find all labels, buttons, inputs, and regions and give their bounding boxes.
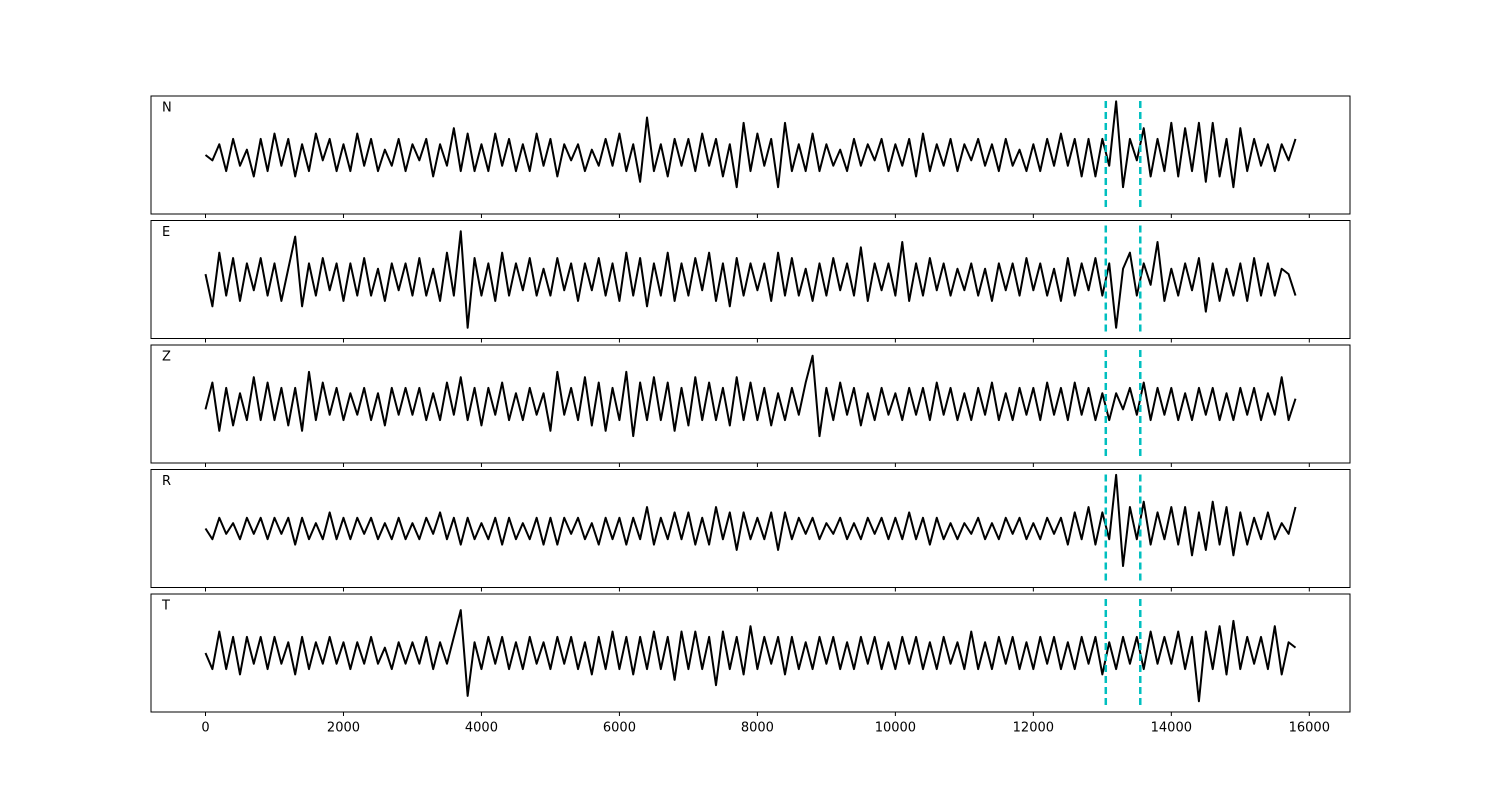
panel-frame xyxy=(150,95,1351,215)
panel-frame xyxy=(150,469,1351,588)
x-tick-label: 10000 xyxy=(875,721,916,736)
x-tick-label: 12000 xyxy=(1013,721,1054,736)
panel-frame xyxy=(150,344,1351,464)
waveform xyxy=(204,230,1297,329)
x-tick-label: 8000 xyxy=(741,721,774,736)
panel-label: N xyxy=(162,101,172,116)
waveform xyxy=(204,609,1297,703)
waveform xyxy=(204,473,1297,568)
x-tick-label: 0 xyxy=(201,721,209,736)
x-tick-label: 2000 xyxy=(327,721,360,736)
x-tick-label: 14000 xyxy=(1151,721,1192,736)
x-tick-label: 6000 xyxy=(603,721,636,736)
panel-label: R xyxy=(162,474,171,489)
x-tick-label: 16000 xyxy=(1289,721,1330,736)
panel-frame xyxy=(150,593,1351,713)
x-tick-label: 4000 xyxy=(465,721,498,736)
panel-label: Z xyxy=(162,350,171,365)
waveform xyxy=(204,354,1297,438)
panel-label: T xyxy=(161,599,170,614)
panel-frame xyxy=(150,220,1351,339)
panel-label: E xyxy=(162,225,170,240)
waveform xyxy=(204,100,1297,189)
